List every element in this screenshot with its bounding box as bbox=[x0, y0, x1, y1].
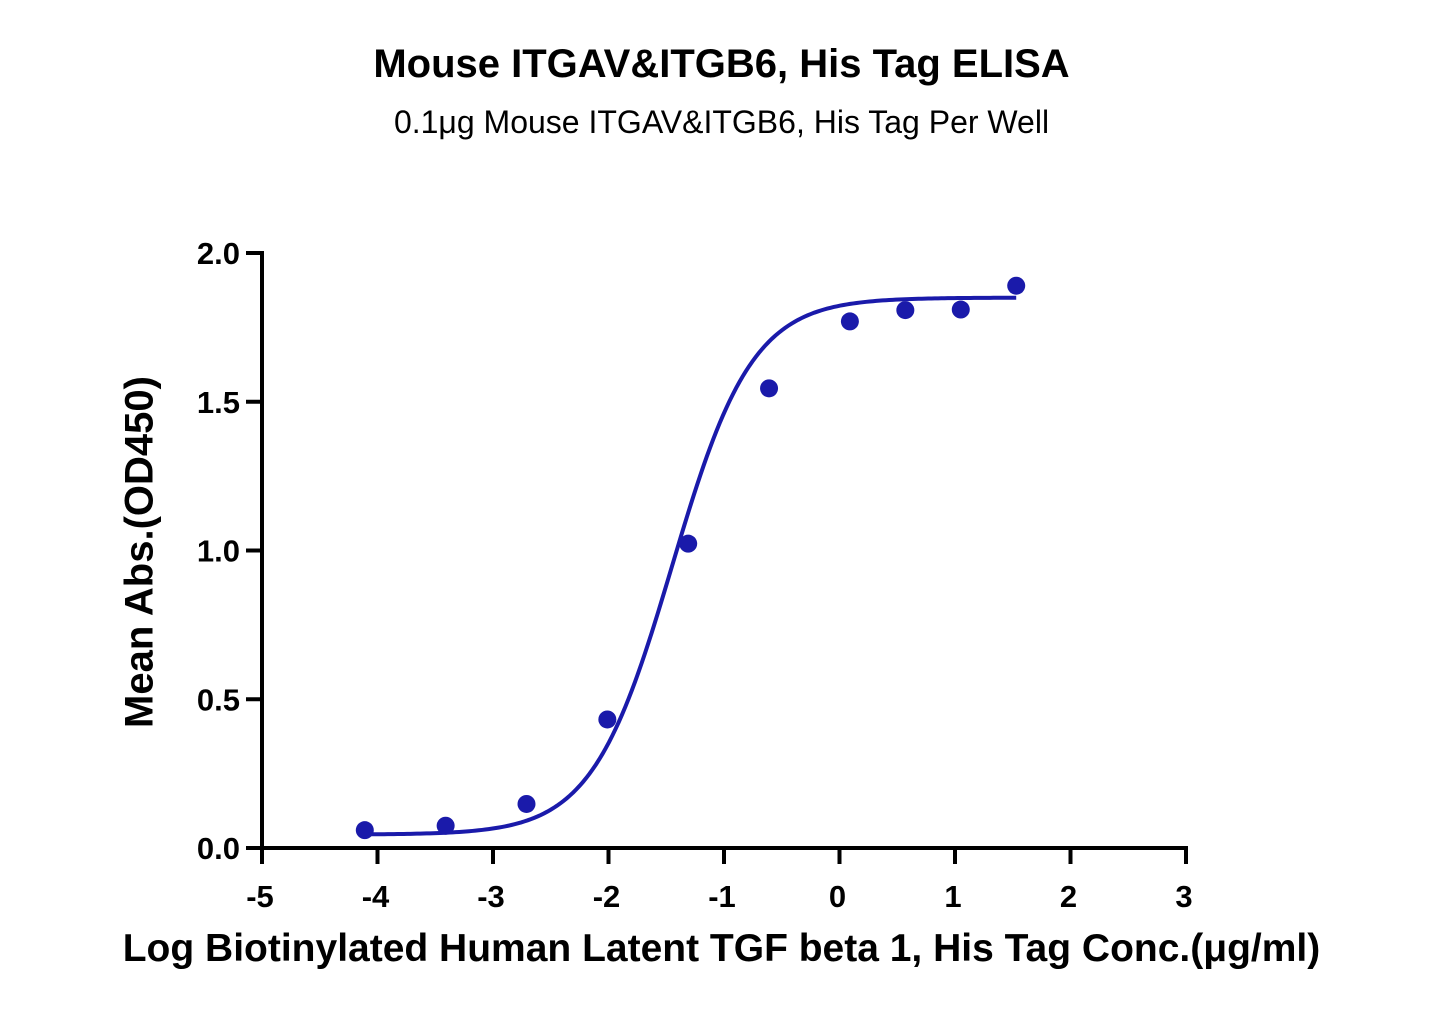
data-point bbox=[355, 821, 374, 840]
y-tick-label: 1.5 bbox=[197, 385, 240, 420]
x-tick-label: -5 bbox=[246, 879, 274, 914]
x-tick-label: -2 bbox=[593, 879, 621, 914]
x-tick-label: -4 bbox=[362, 879, 390, 914]
data-point bbox=[760, 379, 779, 398]
fit-curve-layer bbox=[364, 295, 1017, 837]
chart-subtitle: 0.1μg Mouse ITGAV&ITGB6, His Tag Per Wel… bbox=[393, 104, 1050, 140]
x-tick-label: 3 bbox=[1175, 879, 1192, 914]
y-tick-label: 2.0 bbox=[197, 236, 240, 271]
y-axis-label: Mean Abs.(OD450) bbox=[117, 376, 162, 728]
chart-title: Mouse ITGAV&ITGB6, His Tag ELISA bbox=[373, 42, 1070, 86]
x-tick-label: -1 bbox=[708, 879, 736, 914]
data-point bbox=[679, 534, 698, 553]
data-point bbox=[1007, 276, 1026, 295]
data-point bbox=[598, 710, 617, 729]
data-point bbox=[951, 300, 970, 319]
data-point bbox=[896, 301, 915, 320]
y-tick-label: 0.0 bbox=[197, 831, 240, 866]
x-axis-label: Log Biotinylated Human Latent TGF beta 1… bbox=[122, 927, 1321, 970]
data-point bbox=[517, 794, 536, 813]
axes: -5 -4 -3 -2 -1 0 1 2 3 0.0 0.5 1.0 1.5 2.0 bbox=[197, 236, 1193, 914]
y-tick-label: 1.0 bbox=[197, 534, 240, 569]
data-points-layer bbox=[355, 276, 1026, 840]
x-tick-label: 2 bbox=[1060, 879, 1077, 914]
data-point bbox=[436, 816, 455, 835]
x-tick-label: 1 bbox=[944, 879, 961, 914]
fit-curve bbox=[364, 295, 1017, 837]
data-point bbox=[840, 312, 859, 331]
x-tick-label: 0 bbox=[829, 879, 846, 914]
x-tick-label: -3 bbox=[477, 879, 505, 914]
y-tick-label: 0.5 bbox=[197, 682, 240, 717]
